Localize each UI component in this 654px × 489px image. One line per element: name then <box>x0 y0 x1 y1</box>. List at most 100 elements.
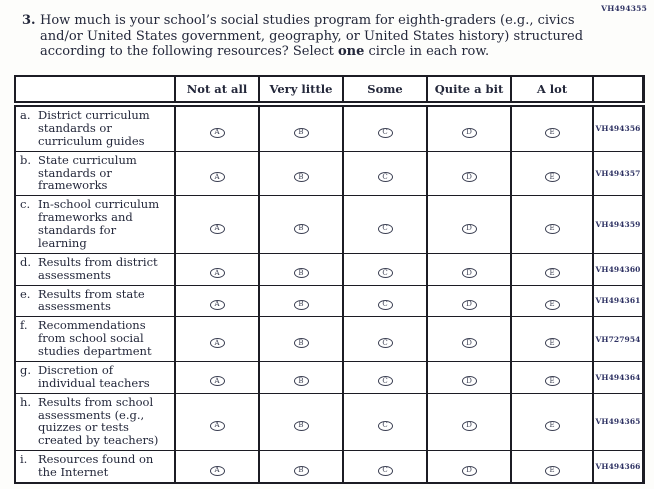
option-cell-quite-a-bit: D <box>426 450 512 484</box>
row-label: Discretion of individual teachers <box>38 362 150 390</box>
column-header-a-lot: A lot <box>510 75 594 107</box>
response-circle-d[interactable]: D <box>461 376 477 387</box>
row-label-cell: f. Recommendations from school social stu… <box>14 316 176 362</box>
response-circle-e[interactable]: E <box>544 465 560 476</box>
response-circle-e[interactable]: E <box>544 127 560 138</box>
row-letter: b. <box>20 152 32 167</box>
option-cell-not-at-all: A <box>174 450 260 484</box>
row-label: State curriculum standards or frameworks <box>38 152 137 193</box>
response-circle-d[interactable]: D <box>461 268 477 279</box>
response-circle-a[interactable]: A <box>209 376 225 387</box>
response-circle-e[interactable]: E <box>544 172 560 183</box>
option-cell-a-lot: E <box>510 392 594 452</box>
row-code: VH494356 <box>592 103 644 152</box>
option-cell-quite-a-bit: D <box>426 360 512 394</box>
question-block: 3. How much is your school’s social stud… <box>22 13 602 60</box>
option-cell-some: C <box>342 103 428 152</box>
option-cell-not-at-all: A <box>174 150 260 197</box>
response-circle-c[interactable]: C <box>377 465 393 476</box>
response-circle-b[interactable]: B <box>293 299 309 310</box>
table-row-a: a. District curriculum standards or curri… <box>14 103 644 152</box>
response-circle-c[interactable]: C <box>377 127 393 138</box>
row-code: VH494365 <box>592 392 644 452</box>
response-circle-a[interactable]: A <box>209 127 225 138</box>
option-cell-very-little: B <box>258 195 344 254</box>
row-label-cell: b. State curriculum standards or framewor… <box>14 150 176 197</box>
response-circle-e[interactable]: E <box>544 223 560 234</box>
option-cell-not-at-all: A <box>174 284 260 318</box>
response-circle-a[interactable]: A <box>209 268 225 279</box>
option-cell-a-lot: E <box>510 103 594 152</box>
row-label-cell: d. Results from district assessments <box>14 252 176 286</box>
row-label: Resources found on the Internet <box>38 452 154 479</box>
option-cell-some: C <box>342 195 428 254</box>
row-letter: e. <box>20 286 31 301</box>
response-circle-d[interactable]: D <box>461 223 477 234</box>
table-row-d: d. Results from district assessments A B … <box>14 252 644 286</box>
row-label: Results from district assessments <box>38 254 158 282</box>
row-code: VH494357 <box>592 150 644 197</box>
column-header-quite-a-bit: Quite a bit <box>426 75 512 107</box>
response-circle-a[interactable]: A <box>209 172 225 183</box>
response-circle-b[interactable]: B <box>293 268 309 279</box>
response-circle-d[interactable]: D <box>461 420 477 431</box>
option-cell-very-little: B <box>258 284 344 318</box>
response-circle-b[interactable]: B <box>293 376 309 387</box>
column-header-some: Some <box>342 75 428 107</box>
option-cell-a-lot: E <box>510 360 594 394</box>
response-circle-a[interactable]: A <box>209 465 225 476</box>
response-circle-d[interactable]: D <box>461 127 477 138</box>
response-circle-e[interactable]: E <box>544 420 560 431</box>
response-circle-e[interactable]: E <box>544 268 560 279</box>
row-label: Results from school assessments (e.g., q… <box>38 394 159 448</box>
response-circle-a[interactable]: A <box>209 299 225 310</box>
response-circle-c[interactable]: C <box>377 268 393 279</box>
response-circle-c[interactable]: C <box>377 299 393 310</box>
response-circle-c[interactable]: C <box>377 223 393 234</box>
question-text: How much is your school’s social studies… <box>40 13 602 60</box>
option-cell-very-little: B <box>258 103 344 152</box>
response-circle-c[interactable]: C <box>377 376 393 387</box>
response-circle-b[interactable]: B <box>293 172 309 183</box>
response-circle-a[interactable]: A <box>209 338 225 349</box>
response-circle-d[interactable]: D <box>461 172 477 183</box>
table-row-f: f. Recommendations from school social stu… <box>14 316 644 362</box>
response-circle-a[interactable]: A <box>209 420 225 431</box>
response-circle-c[interactable]: C <box>377 172 393 183</box>
response-circle-b[interactable]: B <box>293 127 309 138</box>
row-code: VH494360 <box>592 252 644 286</box>
response-circle-b[interactable]: B <box>293 338 309 349</box>
response-circle-d[interactable]: D <box>461 299 477 310</box>
row-letter: f. <box>20 318 28 333</box>
option-cell-quite-a-bit: D <box>426 392 512 452</box>
option-cell-quite-a-bit: D <box>426 103 512 152</box>
option-cell-not-at-all: A <box>174 103 260 152</box>
response-circle-e[interactable]: E <box>544 338 560 349</box>
row-code: VH494361 <box>592 284 644 318</box>
response-circle-b[interactable]: B <box>293 420 309 431</box>
row-label-cell: h. Results from school assessments (e.g.,… <box>14 392 176 452</box>
option-cell-a-lot: E <box>510 450 594 484</box>
question-text-before: How much is your school’s social studies… <box>40 13 584 60</box>
response-circle-a[interactable]: A <box>209 223 225 234</box>
column-header-not-at-all: Not at all <box>174 75 260 107</box>
question-text-after: circle in each row. <box>364 44 490 60</box>
row-code: VH727954 <box>592 316 644 362</box>
response-circle-d[interactable]: D <box>461 338 477 349</box>
header-empty-code-cell <box>592 75 644 107</box>
response-circle-b[interactable]: B <box>293 223 309 234</box>
response-circle-e[interactable]: E <box>544 299 560 310</box>
row-letter: g. <box>20 362 32 377</box>
response-circle-c[interactable]: C <box>377 420 393 431</box>
response-circle-d[interactable]: D <box>461 465 477 476</box>
option-cell-very-little: B <box>258 450 344 484</box>
row-label: Recommendations from school social studi… <box>38 318 152 358</box>
response-circle-c[interactable]: C <box>377 338 393 349</box>
option-cell-very-little: B <box>258 316 344 362</box>
option-cell-quite-a-bit: D <box>426 150 512 197</box>
response-circle-b[interactable]: B <box>293 465 309 476</box>
row-letter: i. <box>20 452 28 467</box>
table-row-c: c. In-school curriculum frameworks and st… <box>14 195 644 254</box>
option-cell-very-little: B <box>258 150 344 197</box>
response-circle-e[interactable]: E <box>544 376 560 387</box>
